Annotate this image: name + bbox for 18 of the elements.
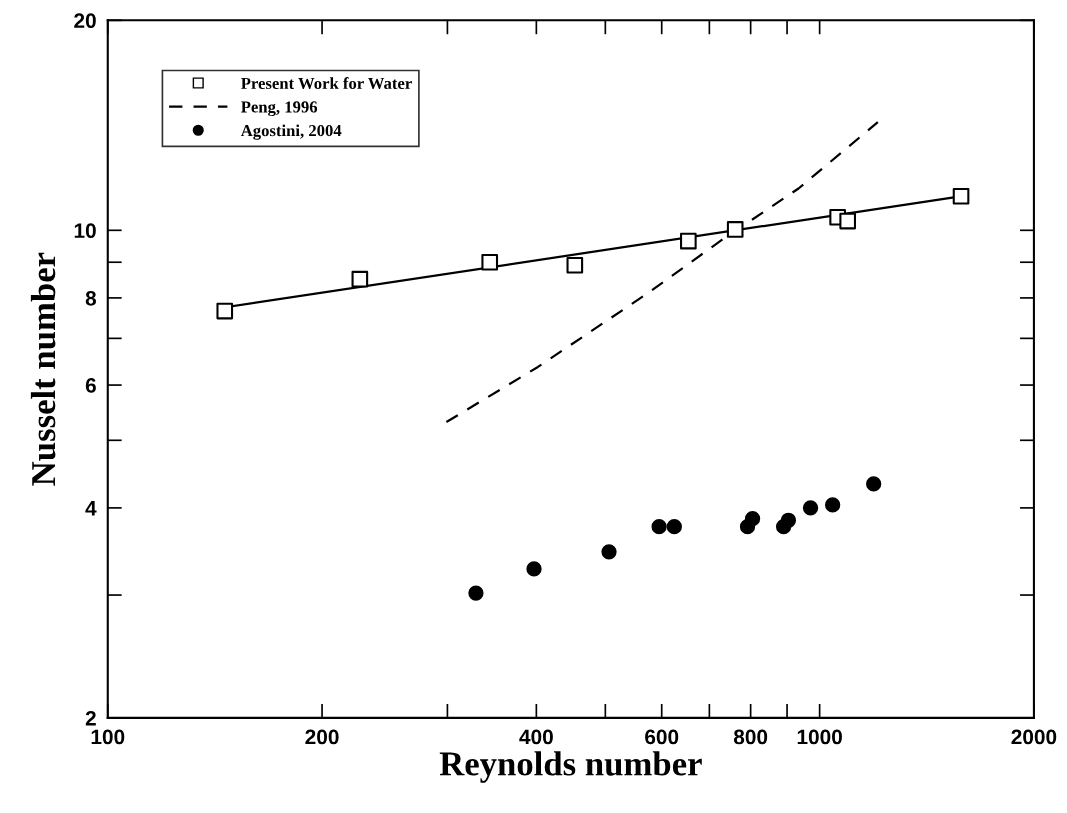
y-tick-label: 10 bbox=[74, 223, 96, 239]
x-axis-title: Reynolds number bbox=[439, 751, 702, 783]
x-tick-label: 600 bbox=[645, 729, 679, 745]
y-axis-title: Nusselt number bbox=[30, 252, 56, 486]
y-tick-label: 6 bbox=[85, 378, 96, 393]
y-tick-label: 2 bbox=[85, 710, 96, 726]
x-tick-label: 2000 bbox=[1011, 729, 1057, 745]
y-tick-label: 8 bbox=[85, 290, 97, 306]
legend-label: Present Work for Water bbox=[241, 77, 412, 90]
x-tick-label: 200 bbox=[305, 729, 339, 745]
legend-label: Peng, 1996 bbox=[241, 101, 318, 117]
y-tick-label: 20 bbox=[74, 13, 96, 29]
legend-label: Agostini, 2004 bbox=[240, 124, 342, 140]
x-tick-label: 800 bbox=[733, 729, 768, 745]
y-tick-label: 4 bbox=[85, 501, 97, 516]
x-tick-label: 100 bbox=[91, 729, 125, 745]
x-tick-label: 1000 bbox=[797, 729, 842, 745]
x-tick-label: 400 bbox=[519, 729, 553, 745]
